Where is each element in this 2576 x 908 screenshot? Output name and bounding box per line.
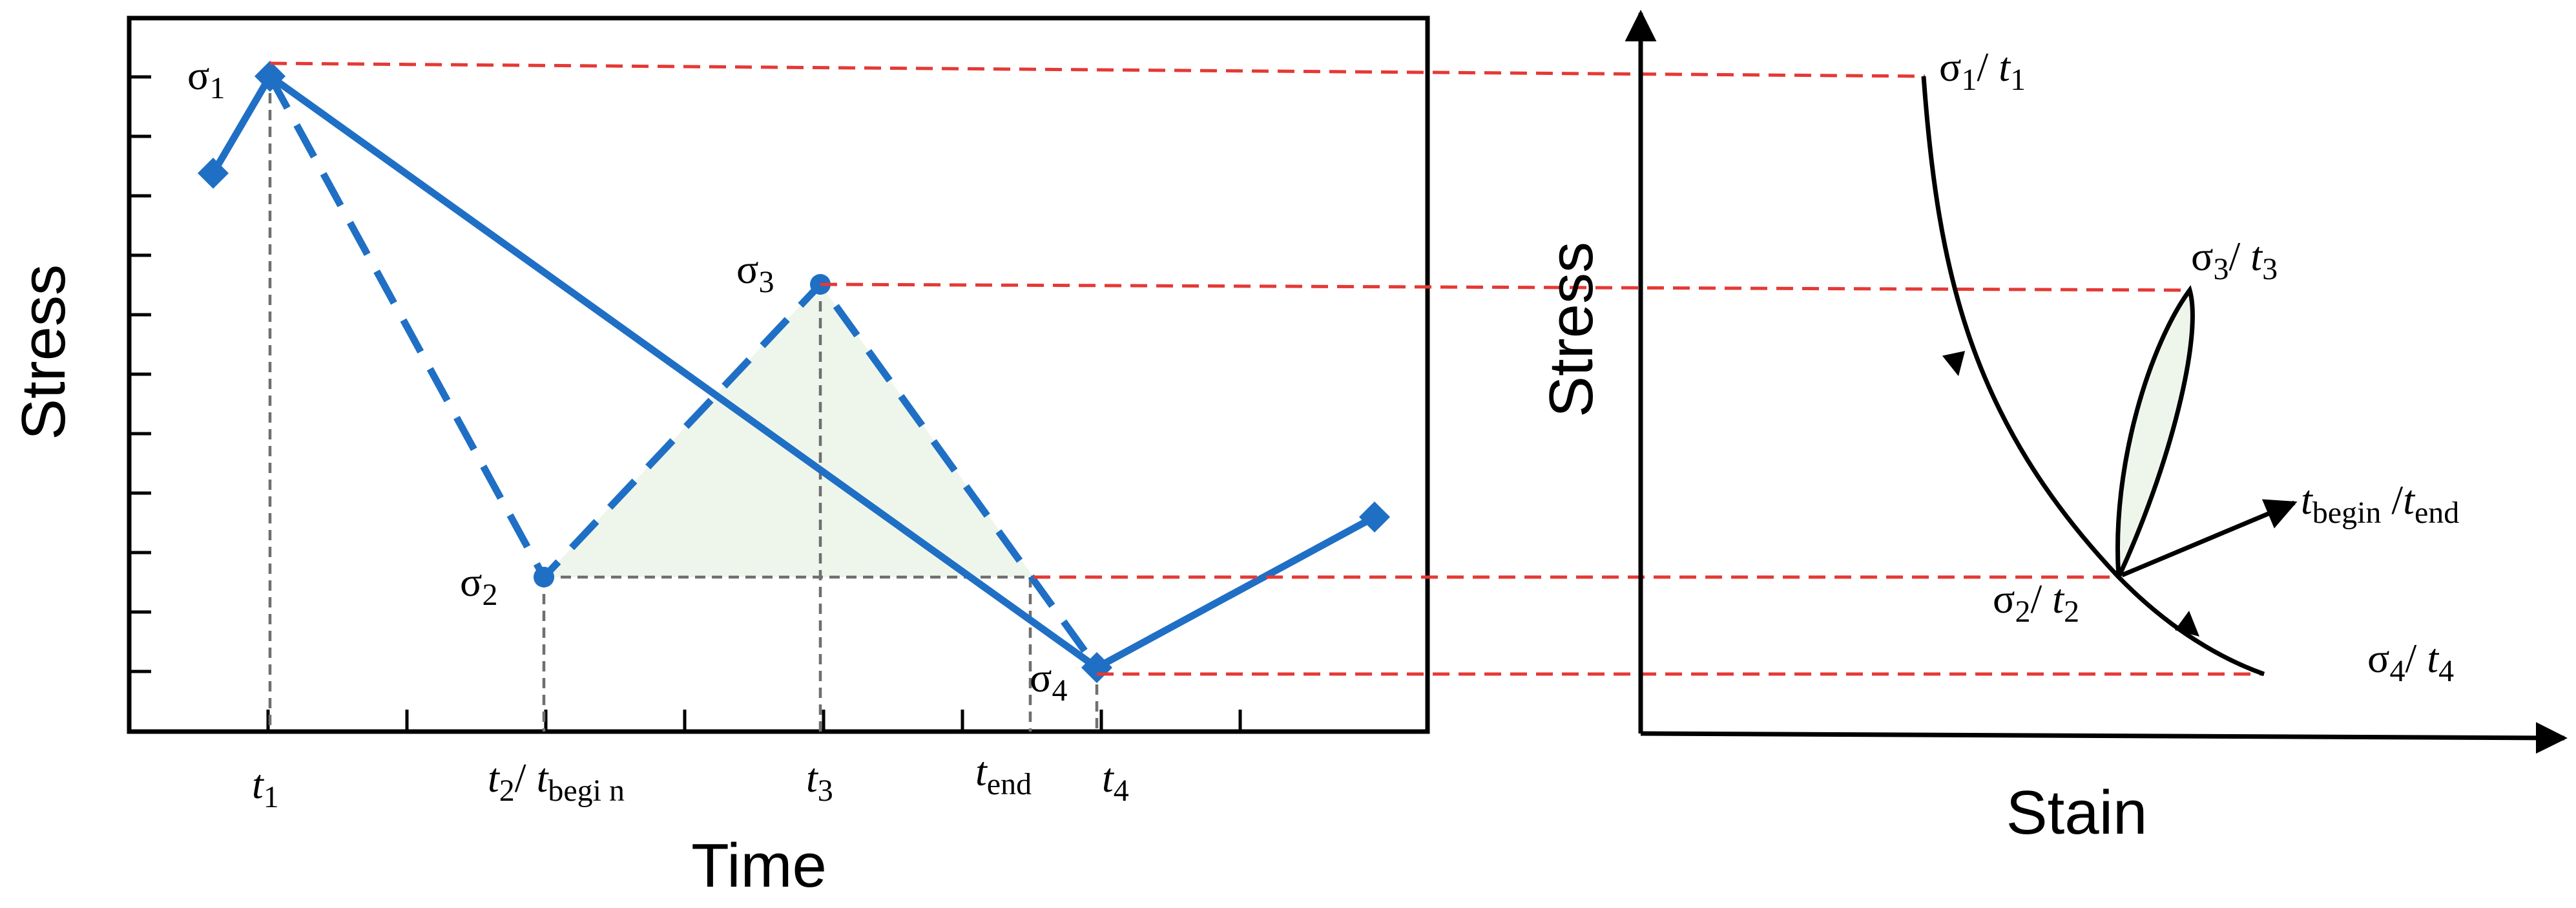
stress-path-solid	[209, 72, 1378, 671]
tbegin-tend-pointer	[2121, 499, 2298, 578]
tick-tend: tend	[975, 748, 1032, 801]
p1-label: σ1/ t1	[1939, 44, 2026, 97]
cycle-area-fill	[544, 284, 1034, 577]
sigma2-label: σ2	[460, 559, 498, 612]
time-axis-title: Time	[691, 831, 827, 900]
p4-label: σ4/ t4	[2367, 635, 2454, 688]
time-guides	[268, 76, 1099, 732]
stress-strain-curve	[1921, 76, 2265, 677]
tick-t2-tbegin: t2/ tbegi n	[488, 755, 625, 808]
pbe-label: tbegin /tend	[2301, 477, 2459, 530]
sigma1-label: σ1	[187, 52, 225, 105]
p2-label: σ2/ t2	[1993, 576, 2079, 629]
hysteresis-loop	[2115, 285, 2195, 578]
level-connectors	[269, 61, 2264, 676]
sigma1-marker	[254, 60, 286, 92]
start-marker	[197, 157, 229, 189]
tick-t4: t4	[1102, 755, 1129, 808]
p3-label: σ3/ t3	[2191, 233, 2278, 286]
strain-stress-panel: σ1/ t1 σ3/ t3 tbegin /tend σ2/ t2 σ4/ t4…	[1537, 10, 2568, 847]
curve-direction-arrow-1	[1942, 351, 1966, 376]
y-axis-ticks	[129, 75, 151, 673]
end-marker	[1358, 501, 1391, 533]
sigma4-label: σ4	[1030, 655, 1068, 708]
sigma2-marker	[534, 567, 554, 587]
stress-axis-title-left: Stress	[9, 264, 78, 440]
time-stress-panel: σ1 σ2 σ3 σ4 t1 t2/ tbegi n t3 tend t4 Ti…	[9, 16, 1430, 900]
stress-axis-title-right: Stress	[1537, 242, 1606, 417]
tick-t3: t3	[806, 755, 833, 808]
stain-axis-title: Stain	[2006, 778, 2148, 847]
cycle-path-dashed	[267, 74, 1100, 670]
curve-direction-arrow-2	[2175, 611, 2199, 637]
sigma3-label: σ3	[736, 246, 774, 299]
tick-t1: t1	[252, 761, 279, 814]
strain-x-axis	[1640, 722, 2568, 754]
x-axis-ticks	[266, 710, 1242, 732]
